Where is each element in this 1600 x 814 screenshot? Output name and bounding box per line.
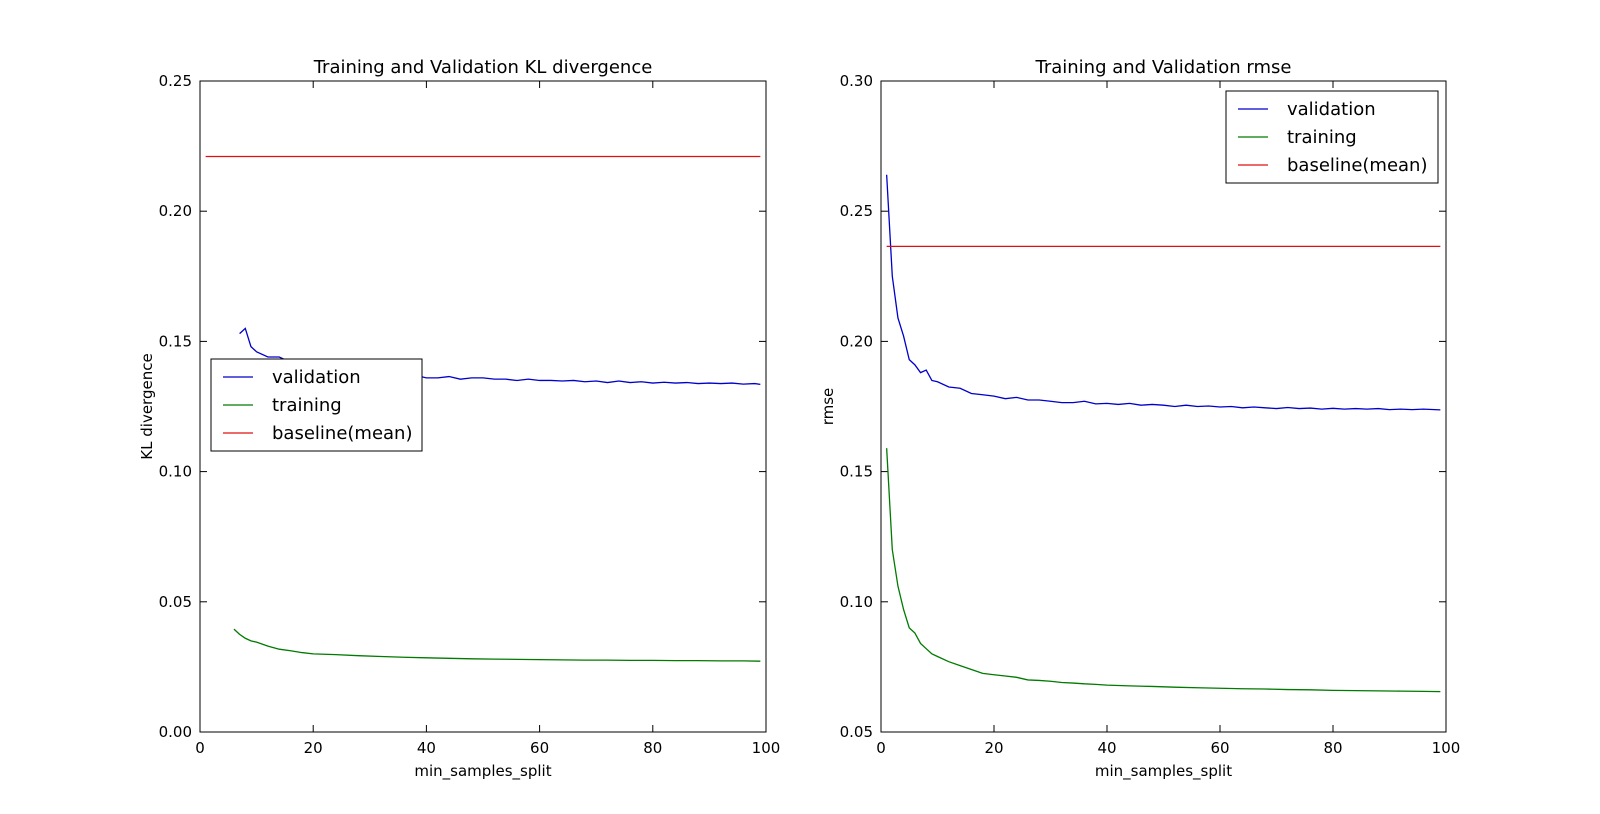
y-axis-label: KL divergence xyxy=(138,353,156,459)
x-axis-label: min_samples_split xyxy=(1095,762,1232,781)
y-tick-label: 0.15 xyxy=(840,463,873,481)
x-tick-label: 60 xyxy=(1210,739,1229,757)
legend-entry-label: baseline(mean) xyxy=(272,423,412,444)
legend-box xyxy=(210,358,423,452)
x-tick-label: 40 xyxy=(1097,739,1116,757)
legend-entry-label: validation xyxy=(272,367,361,388)
axes-frame xyxy=(880,80,1447,733)
x-tick-label: 20 xyxy=(304,739,323,757)
y-tick-label: 0.25 xyxy=(159,72,192,90)
axes-frame xyxy=(199,80,767,733)
y-tick-label: 0.05 xyxy=(840,723,873,741)
x-tick-label: 80 xyxy=(643,739,662,757)
x-tick-label: 40 xyxy=(417,739,436,757)
x-tick-label: 100 xyxy=(752,739,781,757)
series-line-training xyxy=(233,628,761,662)
series-line-validation xyxy=(886,174,1441,411)
y-tick-label: 0.20 xyxy=(840,332,873,350)
y-tick-label: 0.25 xyxy=(840,202,873,220)
series-line-training xyxy=(886,448,1441,693)
kl-divergence-chart: 0 20 40 60 80 100 0.00 0.05 0.10 0.15 0.20 0.25 Trai… xyxy=(138,57,780,781)
legend-entry-label: baseline(mean) xyxy=(1287,155,1427,176)
y-tick-label: 0.20 xyxy=(159,202,192,220)
y-tick-label: 0.00 xyxy=(159,723,192,741)
x-tick-label: 20 xyxy=(984,739,1003,757)
y-tick-label: 0.30 xyxy=(840,72,873,90)
y-tick-label: 0.05 xyxy=(159,593,192,611)
chart-title: Training and Validation KL divergence xyxy=(313,57,653,78)
y-tick-label: 0.10 xyxy=(840,593,873,611)
legend: validation training baseline(mean) xyxy=(210,358,423,452)
legend: validation training baseline(mean) xyxy=(1225,90,1439,184)
x-tick-label: 0 xyxy=(876,739,886,757)
y-tick-label: 0.10 xyxy=(159,463,192,481)
chart-title: Training and Validation rmse xyxy=(1034,57,1291,78)
x-axis-label: min_samples_split xyxy=(414,762,551,781)
x-tick-label: 100 xyxy=(1432,739,1461,757)
x-tick-label: 60 xyxy=(530,739,549,757)
x-tick-label: 80 xyxy=(1323,739,1342,757)
legend-entry-label: validation xyxy=(1287,99,1376,120)
x-tick-label: 0 xyxy=(195,739,205,757)
legend-entry-label: training xyxy=(272,395,342,416)
rmse-chart: 0 20 40 60 80 100 0.05 0.10 0.15 0.20 0.25 0.30 Trai… xyxy=(819,57,1460,781)
y-axis-label: rmse xyxy=(819,388,837,426)
legend-entry-label: training xyxy=(1287,127,1357,148)
y-tick-label: 0.15 xyxy=(159,332,192,350)
